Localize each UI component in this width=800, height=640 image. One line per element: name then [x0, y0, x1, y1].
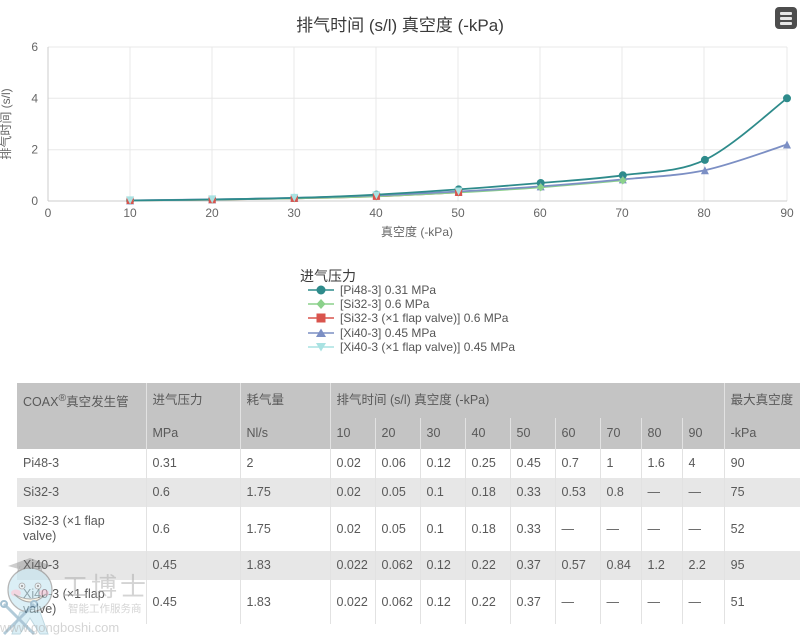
svg-text:90: 90 — [780, 206, 794, 220]
svg-text:0: 0 — [45, 206, 52, 220]
svg-text:真空度 (-kPa): 真空度 (-kPa) — [381, 224, 453, 239]
svg-text:10: 10 — [123, 206, 137, 220]
svg-text:50: 50 — [451, 206, 465, 220]
svg-text:2: 2 — [31, 143, 38, 157]
svg-text:70: 70 — [615, 206, 629, 220]
svg-text:30: 30 — [287, 206, 301, 220]
svg-text:80: 80 — [697, 206, 711, 220]
svg-text:40: 40 — [369, 206, 383, 220]
svg-text:4: 4 — [31, 91, 38, 105]
svg-text:6: 6 — [31, 40, 38, 54]
svg-text:排气时间 (s/l): 排气时间 (s/l) — [0, 88, 13, 159]
svg-text:0: 0 — [31, 194, 38, 208]
svg-text:20: 20 — [205, 206, 219, 220]
svg-text:60: 60 — [533, 206, 547, 220]
